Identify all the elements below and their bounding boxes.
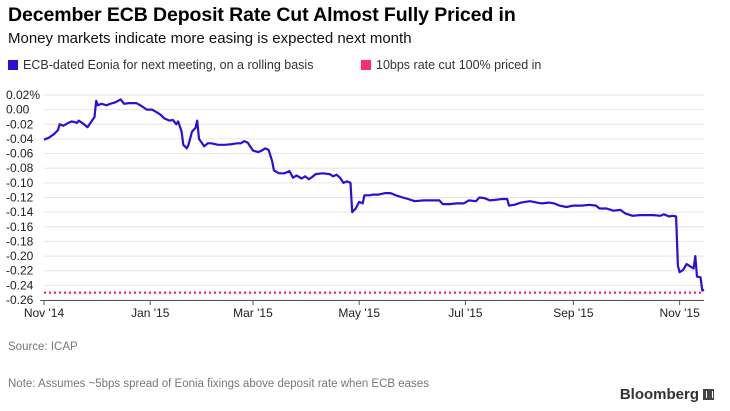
bloomberg-logo: Bloomberg xyxy=(620,386,714,403)
chart-subtitle: Money markets indicate more easing is ex… xyxy=(8,30,412,47)
y-tick-label: -0.20 xyxy=(6,249,34,263)
y-tick-label: -0.06 xyxy=(6,147,34,161)
legend-swatch-eonia xyxy=(8,60,18,70)
x-tick-label: Mar '15 xyxy=(233,306,273,320)
y-axis: 0.02%0.00-0.02-0.04-0.06-0.08-0.10-0.12-… xyxy=(6,88,40,307)
legend-label-rate-cut: 10bps rate cut 100% priced in xyxy=(376,58,542,72)
legend-item-eonia: ECB-dated Eonia for next meeting, on a r… xyxy=(8,58,313,72)
x-tick-label: Nov '14 xyxy=(24,306,65,320)
y-tick-label: -0.18 xyxy=(6,234,34,248)
y-tick-label: 0.00 xyxy=(6,103,30,117)
series-layer xyxy=(43,98,705,294)
legend-swatch-rate-cut xyxy=(361,60,371,70)
chart-title: December ECB Deposit Rate Cut Almost Ful… xyxy=(8,4,516,26)
y-tick-label: -0.10 xyxy=(6,176,34,190)
y-tick-label: 0.02% xyxy=(6,88,40,102)
brand-label: Bloomberg xyxy=(619,386,699,403)
bloomberg-terminal-icon xyxy=(703,389,714,400)
gridlines xyxy=(44,94,704,301)
legend-label-eonia: ECB-dated Eonia for next meeting, on a r… xyxy=(23,58,314,72)
y-tick-label: -0.12 xyxy=(6,191,34,205)
y-tick-label: -0.26 xyxy=(6,293,34,307)
x-tick-label: Sep '15 xyxy=(553,306,594,320)
y-tick-label: -0.22 xyxy=(6,264,34,278)
x-tick-label: Jul '15 xyxy=(448,306,483,320)
x-tick-label: Jan '15 xyxy=(131,306,170,320)
series-line-eonia xyxy=(43,98,705,292)
y-tick-label: -0.04 xyxy=(6,132,34,146)
x-tick-label: Nov '15 xyxy=(659,306,700,320)
y-tick-label: -0.02 xyxy=(6,117,34,131)
source-note: Source: ICAP xyxy=(8,341,78,353)
x-tick-label: May '15 xyxy=(338,306,380,320)
footnote: Note: Assumes ~5bps spread of Eonia fixi… xyxy=(8,378,429,390)
legend-item-rate-cut: 10bps rate cut 100% priced in xyxy=(361,58,541,72)
y-tick-label: -0.08 xyxy=(6,161,34,175)
y-tick-label: -0.24 xyxy=(6,278,34,292)
y-tick-label: -0.14 xyxy=(6,205,34,219)
x-axis: Nov '14 Jan '15 Mar '15 May '15 Jul '15 Sep '… xyxy=(24,300,704,320)
y-tick-label: -0.16 xyxy=(6,220,34,234)
